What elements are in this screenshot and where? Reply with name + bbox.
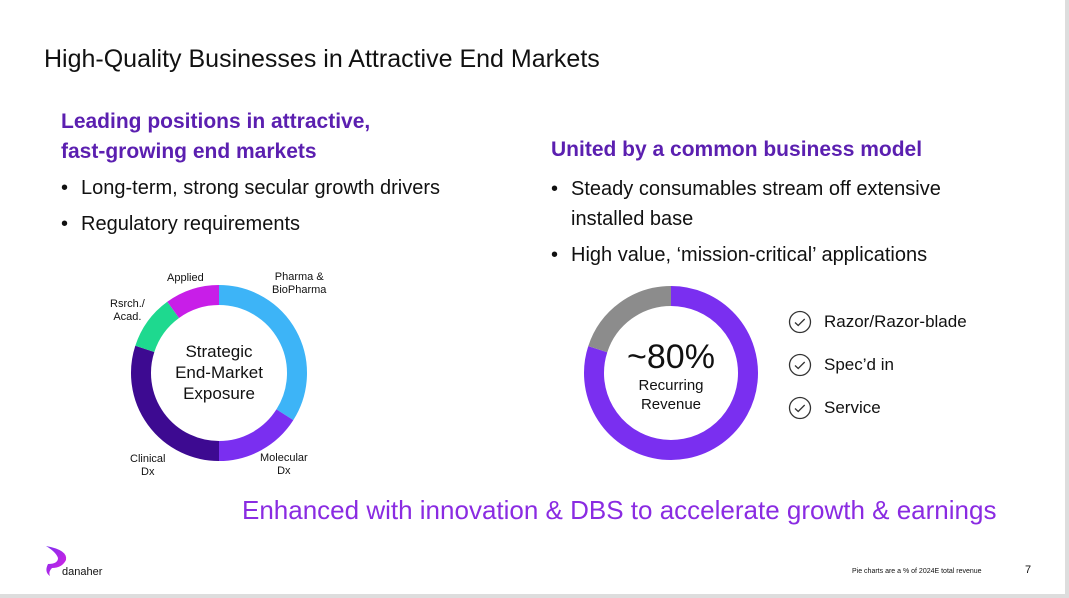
bullet: Regulatory requirements	[61, 209, 440, 239]
checkmark-circle-icon	[788, 396, 812, 420]
label-research: Rsrch./Acad.	[110, 298, 145, 323]
left-heading-line1: Leading positions in attractive,	[61, 110, 371, 133]
left-heading: Leading positions in attractive, fast-gr…	[61, 107, 370, 167]
danaher-logo-text: danaher	[62, 566, 103, 578]
right-heading: United by a common business model	[551, 138, 923, 161]
check-label: Razor/Razor-blade	[824, 312, 967, 331]
right-bullets: Steady consumables stream off extensive …	[551, 174, 991, 276]
donut-center-text: Strategic End-Market Exposure	[175, 342, 263, 403]
footnote: Pie charts are a % of 2024E total revenu…	[852, 568, 982, 575]
check-label: Service	[824, 398, 881, 417]
danaher-logo-icon	[46, 546, 67, 576]
recurring-label-1: Recurring	[638, 377, 704, 394]
label-clinical: Clinical Dx	[130, 453, 166, 478]
recurring-label-2: Revenue	[640, 396, 702, 413]
tagline: Enhanced with innovation & DBS to accele…	[242, 495, 997, 525]
bullet: High value, ‘mission-critical’ applicati…	[551, 240, 991, 270]
label-pharma: Pharma & BioPharma	[272, 271, 327, 296]
page-number: 7	[1025, 564, 1032, 576]
end-market-slice-clinical-dx	[131, 345, 220, 461]
slide-title: High-Quality Businesses in Attractive En…	[44, 45, 600, 73]
end-market-slice-rsrch-acad-	[135, 301, 180, 353]
checkmark-circle-icon	[788, 310, 812, 334]
label-molecular: Molecular Dx	[260, 452, 308, 477]
end-market-slice-pharma-biopharma	[218, 285, 307, 421]
check-label: Spec’d in	[824, 355, 894, 374]
bullet: Steady consumables stream off extensive …	[551, 174, 991, 234]
check-item: Razor/Razor-blade	[788, 310, 967, 334]
bullet: Long-term, strong secular growth drivers	[61, 173, 440, 203]
left-heading-line2: fast-growing end markets	[61, 140, 317, 163]
check-item: Spec’d in	[788, 353, 894, 377]
left-bullets: Long-term, strong secular growth drivers…	[61, 173, 440, 245]
end-market-slice-applied	[167, 285, 220, 319]
checkmark-circle-icon	[788, 353, 812, 377]
recurring-slice-recurring	[584, 286, 758, 460]
label-applied: Applied	[167, 272, 204, 284]
check-item: Service	[788, 396, 881, 420]
end-market-slice-molecular-dx	[218, 409, 294, 461]
recurring-value: ~80%	[627, 338, 715, 376]
recurring-slice-other	[588, 286, 672, 353]
recurring-center-text: ~80% Recurring Revenue	[611, 338, 731, 414]
